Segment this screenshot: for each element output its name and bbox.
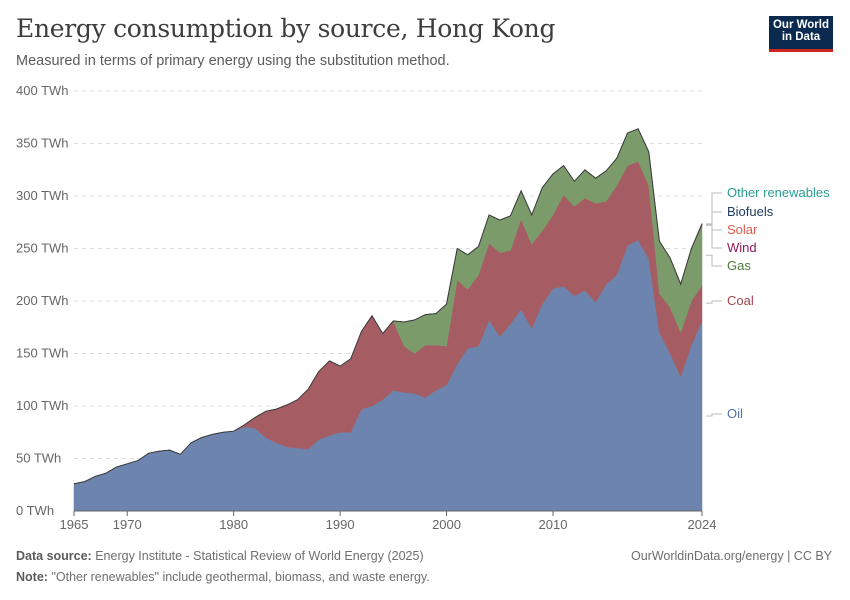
chart-title: Energy consumption by source, Hong Kong	[16, 14, 556, 43]
y-tick-label: 350 TWh	[16, 136, 69, 151]
note-text: "Other renewables" include geothermal, b…	[51, 570, 430, 584]
legend-label: Biofuels	[727, 204, 774, 219]
x-tick-label: 1980	[219, 517, 248, 532]
legend-label: Wind	[727, 240, 757, 255]
x-tick-label: 2024	[688, 517, 717, 532]
y-tick-label: 400 TWh	[16, 83, 69, 98]
legend-item-gas[interactable]: Gas	[706, 254, 751, 273]
legend-label: Oil	[727, 406, 743, 421]
total-outline	[73, 128, 703, 485]
y-tick-label: 200 TWh	[16, 293, 69, 308]
legend-item-other-renewables[interactable]: Other renewables	[706, 185, 830, 225]
legend-connector	[706, 192, 722, 225]
x-tick-label: 1970	[113, 517, 142, 532]
chart-note: Note: "Other renewables" include geother…	[16, 570, 430, 584]
legend-item-wind[interactable]: Wind	[706, 224, 757, 255]
legend-item-coal[interactable]: Coal	[706, 293, 754, 308]
legend-label: Solar	[727, 222, 758, 237]
x-tick-label: 2000	[432, 517, 461, 532]
logo-line-1: Our World	[772, 19, 829, 31]
stacked-areas	[73, 128, 703, 512]
legend-connector	[706, 300, 722, 304]
owid-logo[interactable]: Our World in Data	[769, 16, 833, 52]
y-tick-label: 100 TWh	[16, 398, 69, 413]
legend-label: Gas	[727, 258, 751, 273]
area-chart: 1965 1970 1980 1990 2000 2010 2024 0 TWh 50 TWh…	[16, 83, 830, 532]
chart-subtitle: Measured in terms of primary energy usin…	[16, 53, 450, 69]
legend: Other renewables Biofuels Solar Wind Gas Coal…	[706, 185, 830, 421]
note-label: Note:	[16, 570, 48, 584]
credit-link[interactable]: OurWorldinData.org/energy | CC BY	[630, 549, 832, 563]
y-tick-label: 300 TWh	[16, 188, 69, 203]
source-text[interactable]: Energy Institute - Statistical Review of…	[95, 549, 424, 563]
data-source: Data source: Energy Institute - Statisti…	[16, 549, 424, 563]
legend-label: Other renewables	[727, 185, 830, 200]
y-tick-label: 50 TWh	[16, 451, 61, 466]
legend-connector	[706, 254, 722, 267]
legend-label: Coal	[727, 293, 754, 308]
source-label: Data source:	[16, 549, 92, 563]
x-axis: 1965 1970 1980 1990 2000 2010 2024	[60, 510, 717, 532]
y-tick-label: 150 TWh	[16, 346, 69, 361]
logo-line-2: in Data	[781, 31, 821, 43]
x-tick-label: 1990	[326, 517, 355, 532]
legend-item-oil[interactable]: Oil	[706, 406, 743, 421]
y-axis: 0 TWh 50 TWh 100 TWh 150 TWh 200 TWh 250 TWh 3…	[16, 83, 69, 518]
legend-connector	[706, 413, 722, 417]
x-tick-label: 2010	[539, 517, 568, 532]
y-tick-label: 250 TWh	[16, 241, 69, 256]
legend-item-solar[interactable]: Solar	[706, 222, 758, 237]
y-tick-label: 0 TWh	[16, 503, 54, 518]
x-tick-label: 1965	[60, 517, 89, 532]
legend-connector	[706, 224, 722, 249]
legend-connector	[706, 211, 722, 225]
